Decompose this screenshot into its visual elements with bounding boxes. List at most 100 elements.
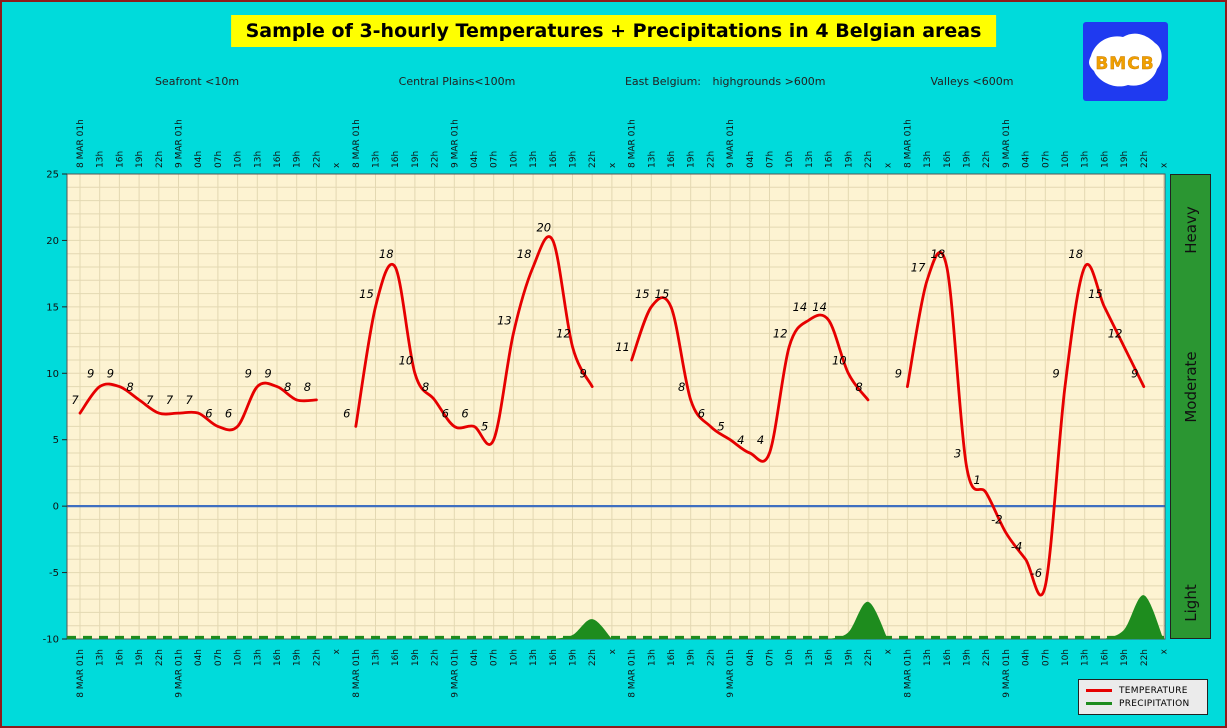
time-label-top: 16h [549,151,559,168]
time-label-top: 16h [667,151,677,168]
belgium-map-shape [1089,33,1162,87]
time-label-bottom: 22h [588,649,598,666]
time-label-top: 04h [470,151,480,168]
temperature-value-label: 6 [461,406,468,420]
y-tick-label: -10 [43,635,59,646]
time-label-bottom: 10h [785,649,795,666]
temperature-value-label: 6 [698,406,705,420]
temperature-value-label: 6 [442,406,449,420]
time-label-bottom: 19h [687,649,697,666]
time-label-bottom: x [884,648,894,654]
time-label-bottom: x [608,648,618,654]
temperature-value-label: 7 [71,393,79,407]
time-label-bottom: 07h [1041,649,1051,666]
temperature-value-label: 5 [481,420,488,434]
y-tick-label: 25 [46,170,59,181]
time-label-top: 10h [1061,151,1071,168]
time-label-bottom: 07h [766,649,776,666]
intensity-label-light: Light [1181,584,1200,622]
time-label-bottom: 19h [293,649,303,666]
y-tick-label: 15 [46,302,59,313]
temperature-value-label: 9 [87,367,94,381]
time-label-bottom: 16h [667,649,677,666]
time-label-top: 16h [391,151,401,168]
time-label-top: 10h [234,151,244,168]
bmcb-logo-graphic: BMCB [1083,22,1168,101]
time-label-top: 13h [647,151,657,168]
time-label-bottom: 10h [234,649,244,666]
time-label-top: 10h [509,151,519,168]
time-label-top: 04h [194,151,204,168]
time-label-top: 19h [844,151,854,168]
temperature-value-label: 9 [580,367,587,381]
time-label-top: 07h [766,151,776,168]
time-label-top: 19h [963,151,973,168]
time-label-bottom: 16h [273,649,283,666]
time-label-bottom: 19h [569,649,579,666]
time-label-top: 22h [864,151,874,168]
region-header-seafront: Seafront <10m [154,75,240,88]
time-label-top: 22h [982,151,992,168]
precipitation-line-swatch [1086,702,1112,705]
temperature-value-label: 3 [954,446,961,460]
time-label-top: 10h [785,151,795,168]
temperature-value-label: 8 [678,380,685,394]
time-label-top: 19h [135,151,145,168]
temperature-value-label: 12 [1108,327,1123,341]
temperature-value-label: 8 [304,380,311,394]
time-label-top: 22h [431,151,441,168]
time-label-bottom: x [1160,648,1170,654]
time-label-bottom: 13h [1081,649,1091,666]
time-label-top: 13h [923,151,933,168]
intensity-band: Heavy Moderate Light [1170,174,1211,639]
y-tick-label: 10 [46,369,59,380]
temperature-value-label: 8 [126,380,133,394]
time-label-bottom: 10h [1061,649,1071,666]
time-label-top: 9 MAR 01h [175,119,185,168]
temperature-value-label: 8 [284,380,291,394]
time-label-top: 13h [805,151,815,168]
chart-legend: TEMPERATURE PRECIPITATION [1078,679,1208,715]
temperature-value-label: 12 [773,327,788,341]
temperature-value-label: 14 [812,300,827,314]
time-label-bottom: 9 MAR 01h [175,649,185,698]
temperature-value-label: 9 [107,367,114,381]
time-label-bottom: 22h [864,649,874,666]
time-label-bottom: 13h [647,649,657,666]
time-label-top: x [332,162,342,168]
y-tick-label: 5 [53,435,59,446]
time-label-bottom: 19h [411,649,421,666]
time-label-top: 22h [706,151,716,168]
time-label-bottom: 19h [844,649,854,666]
time-label-bottom: 9 MAR 01h [726,649,736,698]
time-label-bottom: 16h [1100,649,1110,666]
time-label-bottom: 9 MAR 01h [1002,649,1012,698]
time-label-bottom: 04h [470,649,480,666]
time-label-bottom: 22h [982,649,992,666]
time-label-top: 8 MAR 01h [352,119,362,168]
temperature-value-label: 15 [359,287,374,301]
plot-background [67,174,1165,639]
time-label-bottom: 16h [115,649,125,666]
time-label-bottom: 04h [1022,649,1032,666]
time-label-bottom: 16h [549,649,559,666]
temperature-value-label: 13 [497,313,512,327]
temperature-value-label: 6 [225,406,232,420]
time-label-bottom: 13h [96,649,106,666]
time-label-bottom: 22h [1140,649,1150,666]
time-label-bottom: 9 MAR 01h [450,649,460,698]
time-label-bottom: 19h [963,649,973,666]
temperature-value-label: 18 [517,247,532,261]
temperature-value-label: 7 [186,393,194,407]
temperature-value-label: 1 [974,473,981,487]
time-label-bottom: 19h [1120,649,1130,666]
time-label-bottom: 07h [214,649,224,666]
region-header-highgrounds: highgrounds >600m [712,75,826,88]
temperature-line-swatch [1086,689,1112,692]
temperature-value-label: 10 [832,353,847,367]
time-label-top: 13h [529,151,539,168]
time-label-bottom: 13h [805,649,815,666]
temperature-value-label: 9 [895,367,902,381]
